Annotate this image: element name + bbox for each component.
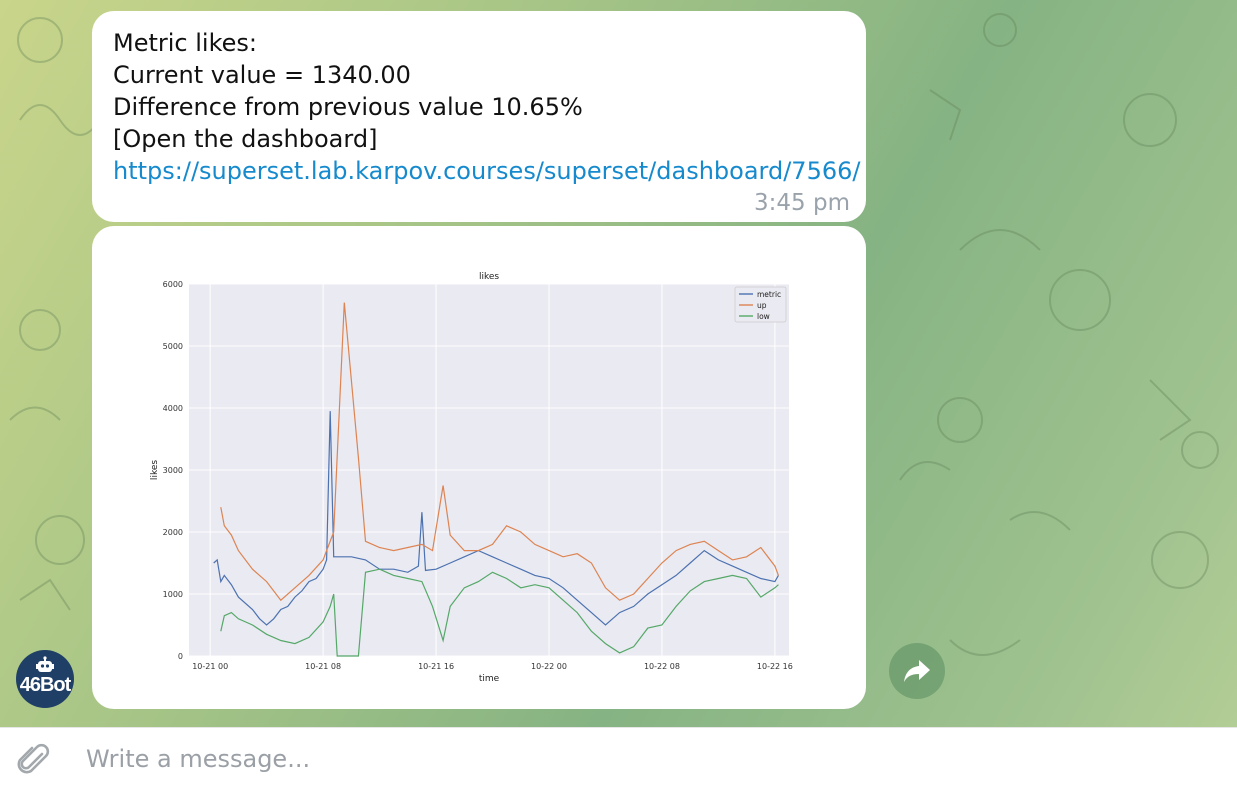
forward-button[interactable] [889,643,945,699]
y-tick-label: 6000 [163,280,183,289]
paperclip-icon[interactable] [16,742,54,780]
x-tick-label: 10-22 16 [757,662,793,671]
legend-box [734,286,787,323]
y-tick-label: 0 [178,652,183,661]
message-line-metric: Metric likes: [113,29,257,57]
x-tick-label: 10-21 16 [418,662,454,671]
message-line-open-dashboard: [Open the dashboard] [113,125,378,153]
message-input[interactable] [84,738,1188,780]
message-line-difference: Difference from previous value 10.65% [113,93,583,121]
chart-title: likes [479,272,499,282]
x-axis-label: time [479,674,500,684]
y-tick-label: 3000 [163,466,183,475]
message-timestamp: 3:45 pm [754,190,850,216]
message-text: Metric likes: Current value = 1340.00 Di… [113,27,860,187]
x-tick-label: 10-21 08 [305,662,341,671]
chart-image-bubble[interactable]: 0 1000 2000 3000 4000 5000 6000 10-21 00 10-21 0… [92,226,866,709]
message-bubble: Metric likes: Current value = 1340.00 Di… [92,11,866,222]
message-line-current-value: Current value = 1340.00 [113,61,411,89]
chat-background-doodles [9,13,1219,656]
dashboard-link[interactable]: https://superset.lab.karpov.courses/supe… [113,157,861,185]
series-line-metric [213,411,779,626]
legend-label-metric: metric [757,290,781,299]
likes-chart: 0 1000 2000 3000 4000 5000 6000 10-21 00 10-21 0… [150,272,793,684]
y-axis-label: likes [150,460,160,480]
y-tick-label: 1000 [163,590,183,599]
x-tick-label: 10-21 00 [192,662,228,671]
bot-avatar-label: 46Bot [19,674,72,696]
y-tick-label: 4000 [163,404,183,413]
y-tick-label: 5000 [163,342,183,351]
chat-area: Metric likes: Current value = 1340.00 Di… [16,11,945,709]
robot-icon [36,656,54,672]
legend-label-low: low [757,312,770,321]
y-tick-label: 2000 [163,528,183,537]
legend-label-up: up [757,301,767,310]
x-tick-label: 10-22 00 [531,662,567,671]
bot-avatar[interactable]: 46Bot [16,650,74,708]
forward-arrow-icon [904,660,930,682]
series-line-up [220,302,779,602]
x-tick-label: 10-22 08 [644,662,680,671]
message-composer [0,727,1237,790]
series-line-low [220,568,779,657]
